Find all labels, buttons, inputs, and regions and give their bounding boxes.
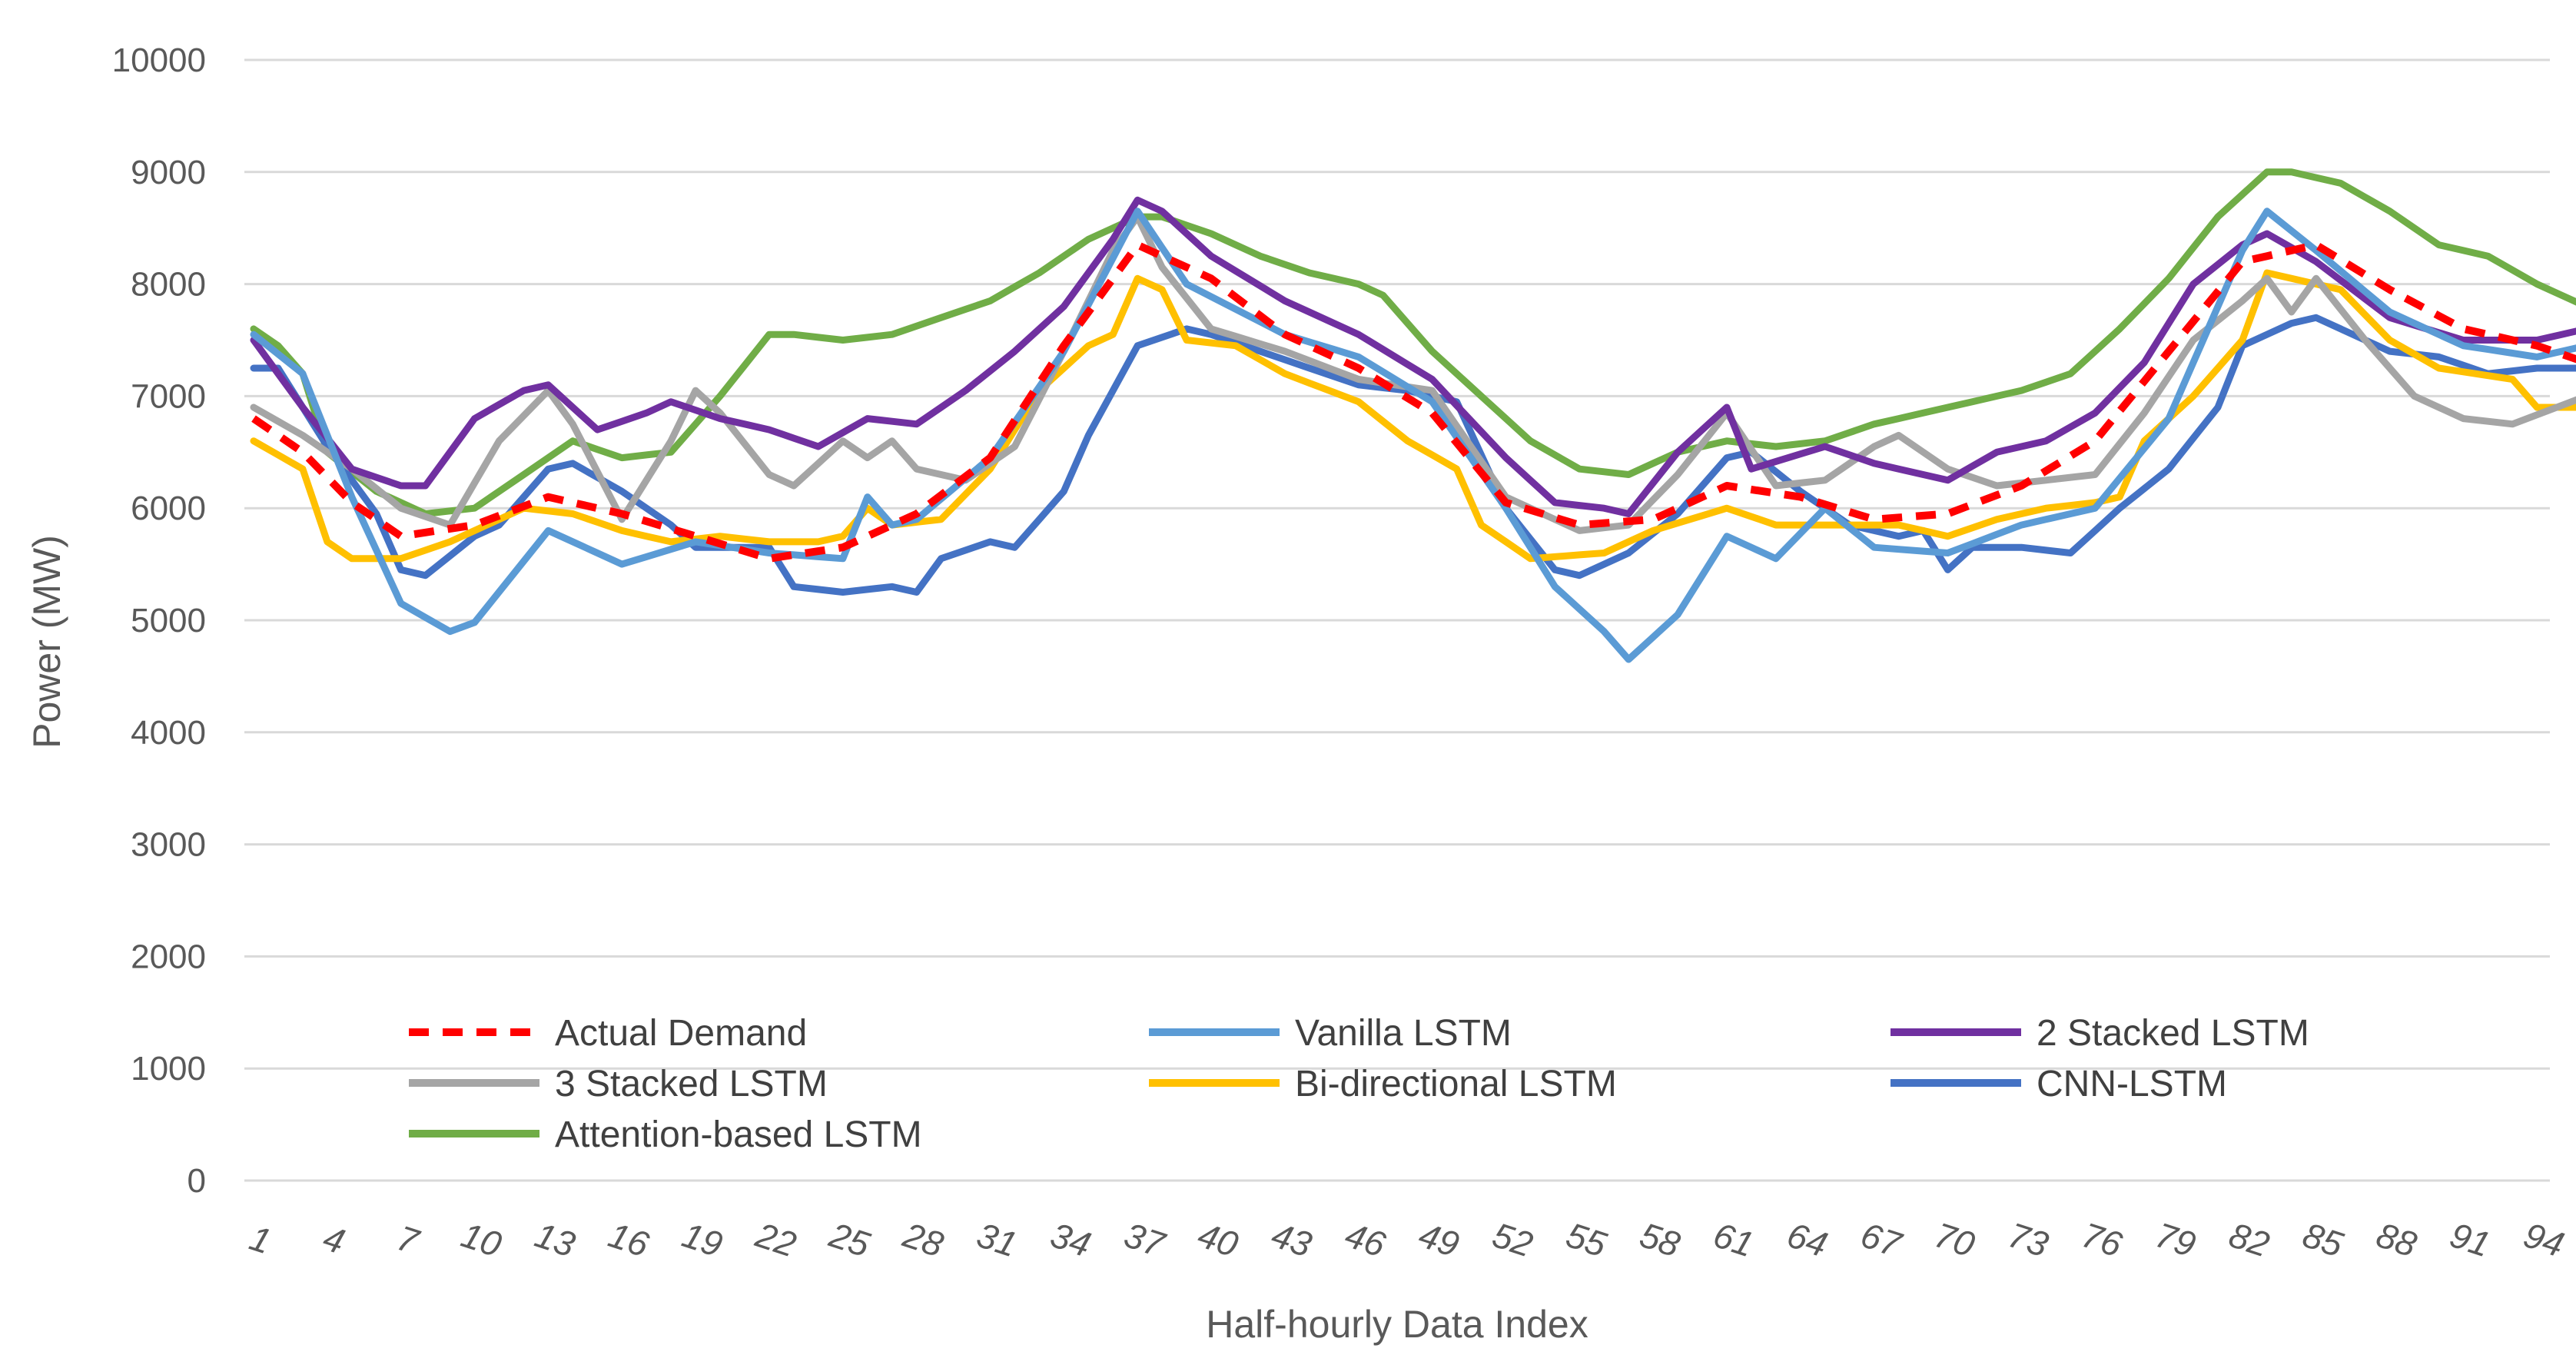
x-axis-ticks: 1 4 7 10 13 16 19 22 25 28 31 34 37 40 43 46 49 52 55 58 61 6… [245,1214,2569,1265]
y-axis-title: Power (MW) [25,535,68,749]
y-tick-label: 2000 [131,938,206,975]
x-tick-label: 88 [2372,1214,2422,1264]
x-tick-label: 46 [1340,1214,1390,1264]
y-tick-label: 5000 [131,602,206,639]
legend-label: 3 Stacked LSTM [555,1064,828,1104]
series-line-actual-demand [251,241,2576,563]
x-tick-label: 76 [2077,1214,2127,1264]
x-tick-label: 25 [824,1214,875,1265]
y-tick-label: 7000 [131,377,206,415]
y-tick-label: 4000 [131,714,206,752]
x-tick-label: 31 [972,1214,1022,1264]
legend-label: 2 Stacked LSTM [2037,1013,2309,1054]
y-tick-label: 3000 [131,826,206,864]
x-tick-label: 73 [2003,1214,2053,1264]
x-tick-label: 40 [1193,1214,1243,1264]
legend-label: Attention-based LSTM [555,1114,922,1155]
x-tick-label: 91 [2445,1214,2495,1264]
y-axis-ticks: 0 1000 2000 3000 4000 5000 6000 7000 8000 9000 100… [112,42,206,1200]
legend-label: Bi-directional LSTM [1295,1064,1617,1104]
y-tick-label: 8000 [131,266,206,304]
x-tick-label: 10 [456,1214,506,1264]
legend: Actual Demand Vanilla LSTM 2 Stacked LSTM 3… [409,1013,2309,1155]
x-tick-label: 49 [1414,1214,1464,1264]
y-tick-label: 10000 [112,42,206,79]
legend-label: Actual Demand [555,1013,807,1054]
y-tick-label: 0 [188,1162,206,1200]
x-tick-label: 22 [751,1214,802,1265]
x-tick-label: 70 [1930,1214,1980,1264]
legend-item-actual-demand: Actual Demand [409,1013,807,1054]
series-line-bi-directional-lstm [250,269,2576,563]
x-tick-label: 4 [319,1217,350,1261]
legend-item-3-stacked-lstm: 3 Stacked LSTM [409,1064,828,1104]
legend-label: Vanilla LSTM [1295,1013,1512,1054]
series-line-3-stacked-lstm [250,213,2576,534]
x-tick-label: 34 [1046,1214,1096,1264]
x-tick-label: 28 [898,1214,948,1265]
legend-item-2-stacked-lstm: 2 Stacked LSTM [1891,1013,2309,1054]
x-tick-label: 7 [392,1217,424,1262]
legend-item-cnn-lstm: CNN-LSTM [1891,1064,2227,1104]
y-tick-label: 1000 [131,1050,206,1088]
x-tick-label: 52 [1488,1214,1538,1264]
series-line-attention-based-lstm [250,168,2576,517]
y-tick-label: 6000 [131,490,206,527]
series-line-2-stacked-lstm [250,196,2576,517]
x-tick-label: 94 [2519,1214,2569,1264]
x-tick-label: 58 [1635,1214,1685,1264]
x-tick-label: 61 [1709,1214,1759,1264]
x-tick-label: 37 [1120,1214,1170,1265]
x-tick-label: 67 [1856,1214,1907,1265]
x-tick-label: 82 [2225,1214,2275,1264]
x-axis-title: Half-hourly Data Index [1206,1303,1588,1346]
x-tick-label: 55 [1562,1214,1612,1264]
x-tick-label: 79 [2151,1214,2201,1264]
legend-label: CNN-LSTM [2037,1064,2227,1104]
series-line-vanilla-lstm [250,208,2576,663]
x-tick-label: 13 [530,1214,580,1264]
x-tick-label: 64 [1782,1214,1832,1264]
legend-item-bi-directional-lstm: Bi-directional LSTM [1149,1064,1617,1104]
legend-item-vanilla-lstm: Vanilla LSTM [1149,1013,1512,1054]
x-tick-label: 43 [1266,1214,1316,1264]
x-tick-label: 1 [245,1217,276,1261]
y-tick-label: 9000 [131,154,206,191]
legend-item-attention-based-lstm: Attention-based LSTM [409,1114,922,1155]
x-tick-label: 19 [678,1214,728,1264]
x-tick-label: 85 [2298,1214,2348,1264]
series-lines [250,168,2576,663]
x-tick-label: 16 [604,1214,654,1264]
